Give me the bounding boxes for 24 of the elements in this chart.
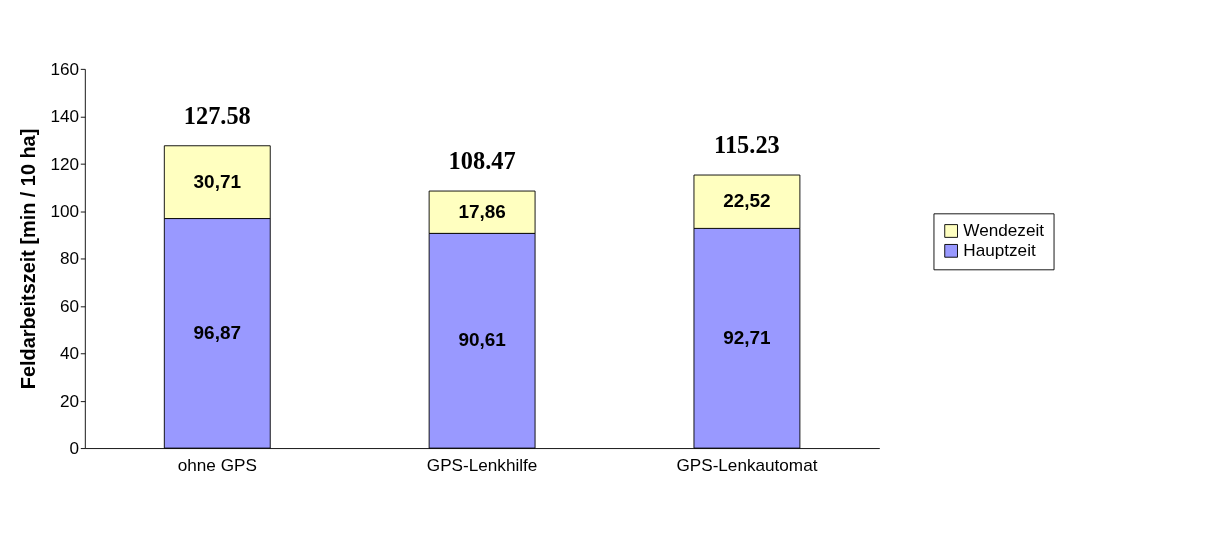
y-tick-label: 160 bbox=[50, 58, 79, 79]
y-axis-title: Feldarbeitszeit [min / 10 ha] bbox=[17, 128, 40, 390]
y-tick-label: 20 bbox=[59, 390, 79, 411]
data-label: 90,61 bbox=[458, 329, 506, 351]
total-label: 127.58 bbox=[183, 102, 251, 130]
data-label: 96,87 bbox=[193, 321, 241, 343]
data-label: 30,71 bbox=[193, 170, 241, 192]
data-label: 17,86 bbox=[458, 200, 506, 222]
y-tick-label: 80 bbox=[59, 248, 79, 269]
x-tick-label: ohne GPS bbox=[177, 455, 257, 476]
y-tick-label: 140 bbox=[50, 106, 79, 127]
y-tick-label: 100 bbox=[50, 200, 79, 221]
legend-label: Wendezeit bbox=[963, 220, 1045, 241]
total-label: 108.47 bbox=[448, 147, 516, 175]
x-tick-label: GPS-Lenkhilfe bbox=[426, 455, 538, 476]
y-tick-label: 0 bbox=[69, 437, 79, 458]
y-tick-label: 60 bbox=[59, 295, 79, 316]
data-label: 22,52 bbox=[723, 190, 771, 212]
data-label: 92,71 bbox=[723, 326, 771, 348]
y-tick-label: 40 bbox=[59, 343, 79, 364]
total-label: 115.23 bbox=[714, 131, 780, 159]
legend-label: Hauptzeit bbox=[963, 240, 1036, 261]
y-tick-label: 120 bbox=[50, 153, 79, 174]
x-tick-label: GPS-Lenkautomat bbox=[676, 455, 818, 476]
